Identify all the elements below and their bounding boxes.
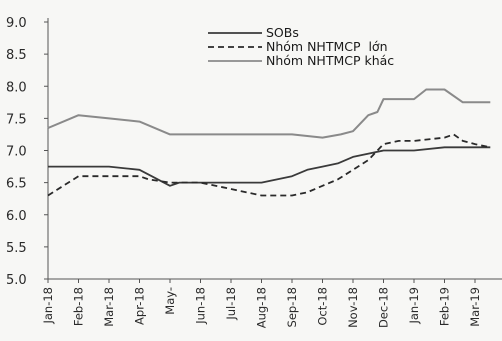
x-tick-label: Aug-18: [255, 287, 269, 328]
x-tick-label: Jul-18: [224, 287, 238, 321]
y-tick-label: 7.5: [6, 112, 27, 127]
y-tick-label: 8.0: [6, 80, 27, 95]
y-tick-label: 5.0: [6, 273, 27, 288]
x-tick-label: May-: [163, 287, 177, 315]
y-tick-label: 6.5: [6, 177, 27, 192]
legend-label-2: Nhóm NHTMCP lớn: [266, 39, 388, 54]
legend-label-3: Nhóm NHTMCP khác: [266, 53, 394, 68]
legend-label-1: SOBs: [266, 25, 299, 40]
y-axis-ticks: 5.0 5.5 6.0 6.5 7.0 7.5 8.0 8.5 9.0: [6, 16, 48, 288]
x-tick-label: Apr-18: [133, 287, 147, 325]
x-tick-label: Feb-19: [438, 287, 452, 326]
y-tick-label: 5.5: [6, 241, 27, 256]
x-tick-label: Dec-18: [377, 287, 391, 328]
y-tick-label: 8.5: [6, 48, 27, 63]
series-line-2: [47, 133, 491, 197]
chart-axes: [47, 18, 502, 280]
x-tick-label: Feb-18: [72, 287, 86, 326]
series-line-3: [47, 88, 491, 139]
x-tick-label: Mar-19: [468, 287, 482, 327]
x-tick-label: Oct-18: [316, 287, 330, 326]
x-tick-label: Sep-18: [285, 287, 299, 327]
series-line-1: [48, 146, 491, 187]
x-tick-label: Jan-18: [41, 287, 55, 325]
x-axis-ticks: Jan-18 Feb-18 Mar-18 Apr-18 May- Jun-18 Jul-18…: [41, 279, 482, 328]
x-tick-label: Nov-18: [346, 287, 360, 328]
x-tick-label: Jun-18: [194, 287, 208, 325]
y-tick-label: 7.0: [6, 145, 27, 160]
y-tick-label: 6.0: [6, 209, 27, 224]
x-tick-label: Jan-19: [407, 287, 421, 325]
series-layer: [47, 88, 491, 197]
y-tick-label: 9.0: [6, 16, 27, 31]
x-tick-label: Mar-18: [102, 287, 116, 327]
